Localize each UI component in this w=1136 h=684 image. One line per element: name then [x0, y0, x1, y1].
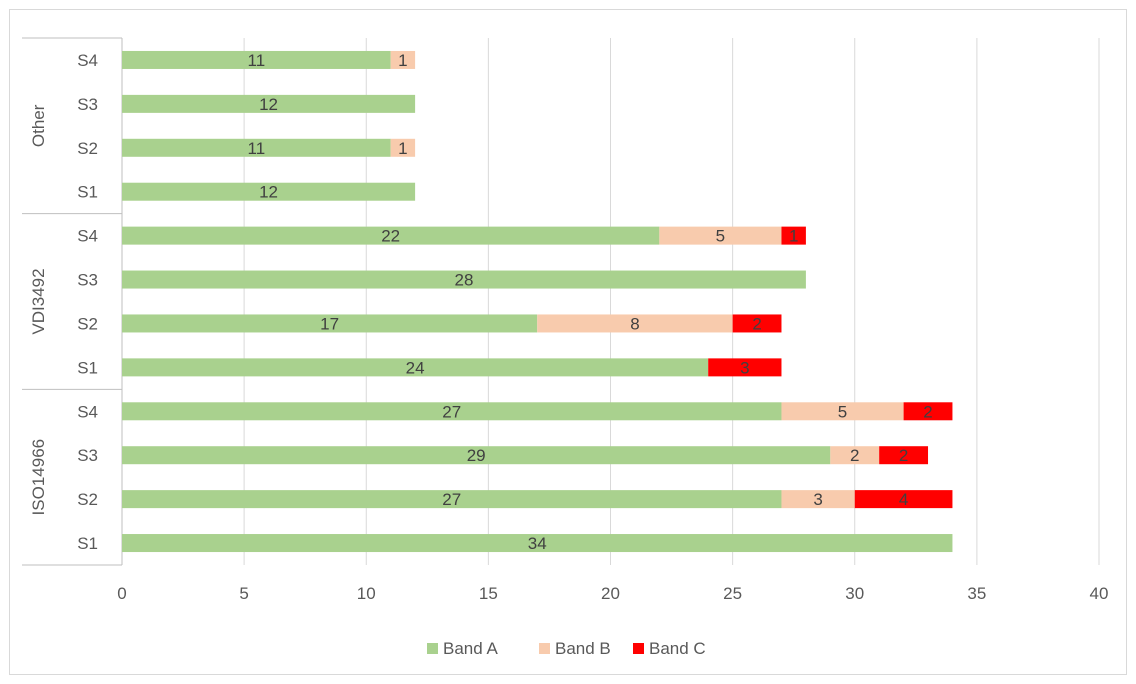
data-label: 1 — [398, 51, 407, 70]
y-tick-label: S4 — [77, 402, 98, 421]
bar-band-b-row-7 — [659, 226, 782, 245]
axis-lines — [22, 37, 123, 566]
data-label: 2 — [899, 446, 908, 465]
data-label: 3 — [740, 358, 749, 377]
data-label: 34 — [528, 534, 547, 553]
legend: Band A Band B Band C — [427, 639, 706, 658]
bar-band-c-row-2 — [879, 446, 929, 465]
legend-swatch-band-b — [539, 643, 550, 654]
data-label: 17 — [320, 314, 339, 333]
legend-label: Band C — [649, 639, 706, 658]
data-label: 27 — [442, 490, 461, 509]
data-label: 5 — [838, 402, 847, 421]
data-label: 12 — [259, 95, 278, 114]
y-tick-label: S4 — [77, 51, 98, 70]
y-tick-label: S1 — [77, 183, 98, 202]
bar-band-a-row-0 — [122, 534, 953, 553]
x-tick-label: 30 — [845, 584, 864, 603]
bar-band-a-row-6 — [122, 270, 806, 289]
data-label: 11 — [248, 139, 266, 158]
data-label: 11 — [248, 51, 266, 70]
bar-band-c-row-3 — [903, 402, 953, 421]
data-label: 8 — [630, 314, 639, 333]
y-tick-label: S3 — [77, 446, 98, 465]
bar-band-a-row-1 — [122, 490, 782, 509]
data-label: 12 — [259, 183, 278, 202]
bar-band-a-row-11 — [122, 50, 391, 69]
y-tick-label: S3 — [77, 95, 98, 114]
bar-band-b-row-1 — [781, 490, 855, 509]
data-label: 28 — [454, 271, 473, 290]
x-tick-label: 40 — [1090, 584, 1109, 603]
y-axis-labels: S1 S2 S3 S4 S1 S2 S3 S4 S1 S2 S3 S4 ISO14966 VDI3492 O… — [29, 51, 98, 553]
group-label: Other — [29, 104, 48, 147]
x-tick-label: 35 — [967, 584, 986, 603]
bar-band-c-row-1 — [854, 490, 953, 509]
bar-band-a-row-3 — [122, 402, 782, 421]
data-label: 3 — [813, 490, 822, 509]
x-tick-label: 5 — [239, 584, 248, 603]
bar-band-a-row-2 — [122, 446, 831, 465]
data-label: 2 — [752, 314, 761, 333]
data-label: 22 — [381, 227, 400, 246]
bar-band-a-row-5 — [122, 314, 538, 333]
x-tick-label: 25 — [723, 584, 742, 603]
data-label: 4 — [899, 490, 908, 509]
legend-label: Band B — [555, 639, 611, 658]
bar-band-b-row-5 — [537, 314, 733, 333]
y-tick-label: S1 — [77, 534, 98, 553]
chart-frame — [9, 9, 1127, 675]
data-label: 24 — [406, 358, 425, 377]
gridlines — [243, 38, 1100, 565]
data-label: 29 — [467, 446, 486, 465]
bar-band-b-row-11 — [390, 50, 416, 69]
y-tick-label: S2 — [77, 490, 98, 509]
x-axis-labels: 0 5 10 15 20 25 30 35 40 — [117, 584, 1108, 603]
data-label: 2 — [850, 446, 859, 465]
bar-band-b-row-3 — [781, 402, 904, 421]
y-tick-label: S2 — [77, 314, 98, 333]
x-tick-label: 0 — [117, 584, 126, 603]
bars — [122, 50, 953, 553]
data-label: 27 — [442, 402, 461, 421]
bar-band-b-row-9 — [390, 138, 416, 157]
legend-swatch-band-a — [427, 643, 438, 654]
bar-band-a-row-8 — [122, 182, 416, 201]
bar-band-c-row-4 — [708, 358, 782, 377]
bar-band-a-row-7 — [122, 226, 660, 245]
data-label: 1 — [789, 227, 798, 246]
y-tick-label: S4 — [77, 227, 98, 246]
data-label: 2 — [923, 402, 932, 421]
x-tick-label: 10 — [357, 584, 376, 603]
y-tick-label: S3 — [77, 271, 98, 290]
data-label: 1 — [398, 139, 407, 158]
bar-band-a-row-10 — [122, 94, 416, 113]
bar-band-c-row-7 — [781, 226, 806, 245]
data-label: 5 — [716, 227, 725, 246]
bar-band-a-row-4 — [122, 358, 709, 377]
group-label: VDI3492 — [29, 268, 48, 334]
y-tick-label: S1 — [77, 358, 98, 377]
x-tick-label: 20 — [601, 584, 620, 603]
y-tick-label: S2 — [77, 139, 98, 158]
group-label: ISO14966 — [29, 439, 48, 516]
x-tick-label: 15 — [479, 584, 498, 603]
bar-band-a-row-9 — [122, 138, 391, 157]
legend-label: Band A — [443, 639, 498, 658]
bar-band-b-row-2 — [830, 446, 880, 465]
bar-band-c-row-5 — [732, 314, 782, 333]
legend-swatch-band-c — [633, 643, 644, 654]
